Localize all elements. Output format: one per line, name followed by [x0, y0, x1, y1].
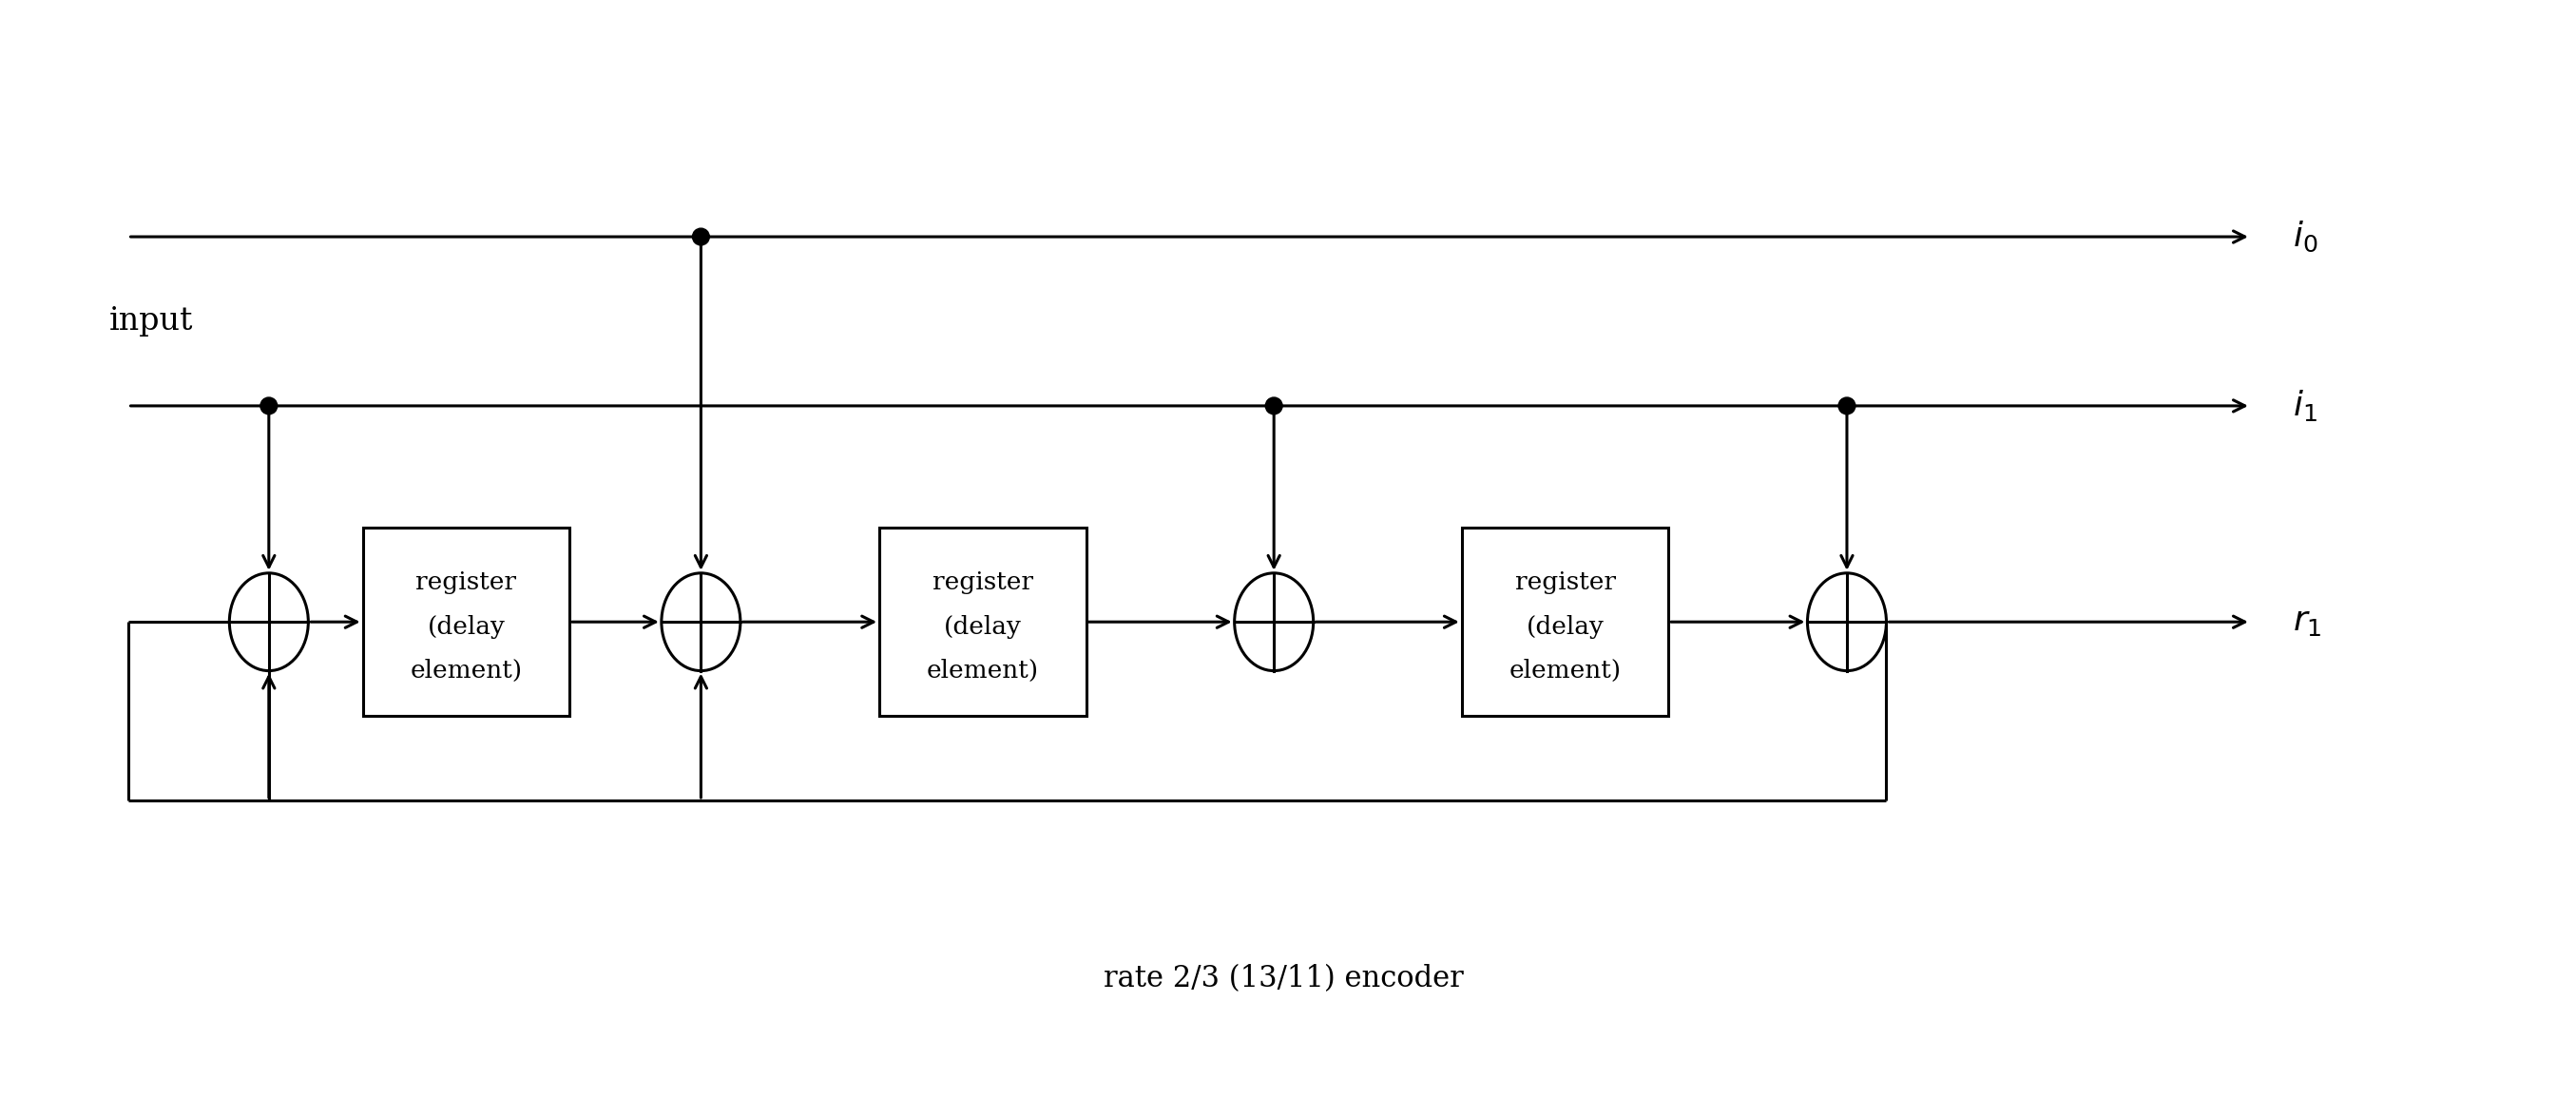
Text: register: register — [415, 571, 515, 594]
Text: (delay: (delay — [1525, 614, 1605, 639]
Text: $i_1$: $i_1$ — [2293, 389, 2318, 423]
Text: $r_1$: $r_1$ — [2293, 605, 2321, 638]
Circle shape — [693, 228, 708, 246]
Text: register: register — [1515, 571, 1615, 594]
Text: rate 2/3 (13/11) encoder: rate 2/3 (13/11) encoder — [1103, 964, 1463, 994]
Text: element): element) — [927, 659, 1038, 682]
Circle shape — [1265, 398, 1283, 414]
Text: register: register — [933, 571, 1033, 594]
Text: input: input — [108, 306, 193, 336]
Circle shape — [1839, 398, 1855, 414]
Text: (delay: (delay — [428, 614, 505, 639]
Text: element): element) — [1510, 659, 1620, 682]
Bar — [878, 528, 1087, 716]
Text: (delay: (delay — [943, 614, 1023, 639]
Bar — [363, 528, 569, 716]
Bar — [1461, 528, 1669, 716]
Circle shape — [260, 398, 278, 414]
Text: $i_0$: $i_0$ — [2293, 220, 2318, 254]
Text: element): element) — [410, 659, 523, 682]
